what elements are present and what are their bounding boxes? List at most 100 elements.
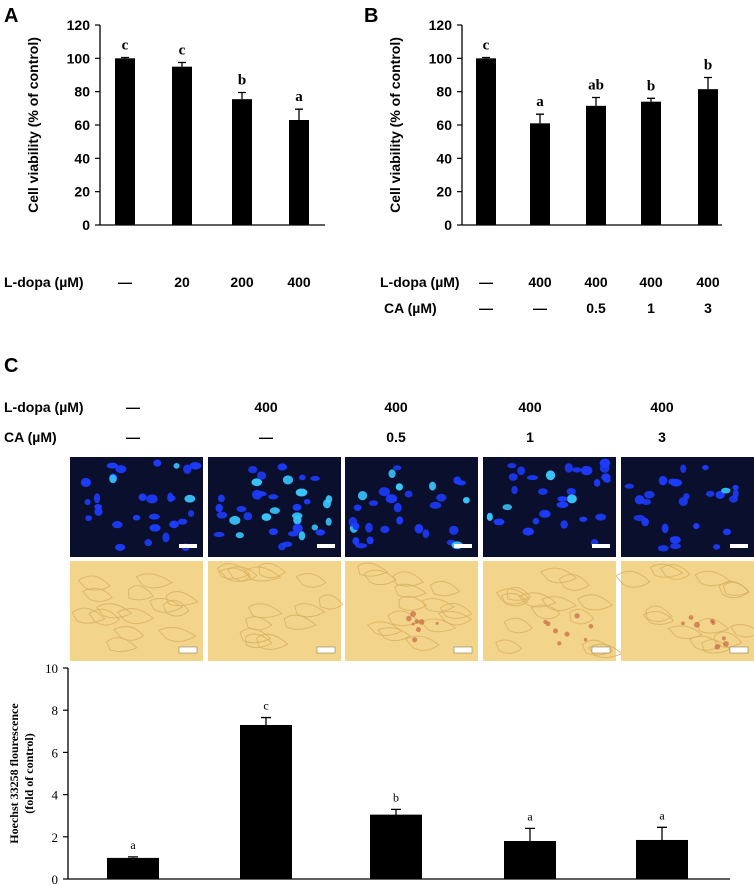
error-bar (647, 97, 655, 102)
panel-b-letter: B (364, 5, 378, 27)
b-ca-label: CA (µM) (384, 300, 437, 316)
significance-letter: c (263, 699, 268, 713)
treatment-value: — (479, 274, 493, 290)
bar (172, 66, 192, 226)
significance-letter: a (130, 838, 136, 852)
chart-a: 0 20 40 60 80 100 120 Cell viability (% of cont… (25, 17, 325, 233)
significance-letter: c (179, 43, 186, 59)
treatment-value: — (126, 399, 140, 415)
scale-bar (729, 646, 749, 654)
scale-bar (592, 544, 610, 548)
bar (641, 101, 661, 225)
c-ldopa-label: L-dopa (µM) (4, 399, 84, 415)
y-tick-label: 8 (52, 703, 59, 718)
significance-letter: c (483, 38, 490, 54)
y-tick-label: 120 (429, 17, 453, 33)
error-bar (128, 856, 138, 858)
brightfield-micrograph (345, 561, 478, 661)
scale-bar (179, 544, 197, 548)
y-tick-label: 100 (429, 50, 453, 66)
treatment-value: 400 (384, 399, 408, 415)
significance-letter: b (704, 58, 712, 74)
fluorescence-micrograph (70, 457, 203, 557)
error-bar (704, 76, 712, 90)
error-bar (536, 113, 544, 124)
bar (504, 841, 556, 879)
treatment-value: — (126, 429, 140, 445)
y-tick-label: 40 (436, 150, 452, 166)
treatment-value: 1 (647, 300, 655, 316)
bar (698, 89, 718, 226)
scale-bar (454, 544, 472, 548)
significance-letter: b (647, 78, 655, 94)
treatment-value: — (118, 274, 132, 290)
micrograph-grid (70, 457, 754, 661)
error-bar (592, 96, 600, 106)
bar (476, 58, 496, 226)
c-ldopa-row: — 400 400 400 400 (126, 399, 674, 415)
significance-letter: ab (588, 78, 604, 94)
treatment-value: 20 (174, 274, 190, 290)
treatment-value: 0.5 (386, 429, 406, 445)
bar (370, 814, 422, 879)
y-tick-label: 60 (74, 117, 90, 133)
scale-bar (316, 646, 336, 654)
y-tick-label: 0 (444, 217, 452, 233)
treatment-value: 400 (528, 274, 552, 290)
brightfield-micrograph (483, 561, 623, 661)
significance-letter: c (122, 38, 129, 54)
scale-bar (591, 646, 611, 654)
treatment-value: 200 (230, 274, 254, 290)
chart-c: 0 2 4 6 8 10 Hoechst 33258 flourescence (fold o… (7, 661, 730, 885)
treatment-value: 400 (254, 399, 278, 415)
y-tick-label: 60 (436, 117, 452, 133)
chart-b: 0 20 40 60 80 100 120 Cell viability (% of cont… (387, 17, 722, 233)
fluorescence-micrograph (345, 457, 478, 557)
brightfield-micrograph (208, 561, 344, 661)
scale-bar (178, 646, 198, 654)
y-tick-label: 20 (74, 184, 90, 200)
error-bar (121, 56, 129, 59)
bar (240, 724, 292, 879)
c-ca-label: CA (µM) (4, 429, 57, 445)
treatment-value: 400 (518, 399, 542, 415)
bar (586, 105, 606, 225)
y-tick-label: 6 (52, 745, 59, 760)
fluorescence-micrograph (483, 457, 616, 557)
panel-c-letter: C (4, 355, 18, 377)
y-tick-label: 4 (52, 788, 59, 803)
y-axis-title: Hoechst 33258 flourescence (7, 703, 21, 844)
y-tick-label: 20 (436, 184, 452, 200)
treatment-value: 0.5 (586, 300, 606, 316)
significance-letter: a (527, 809, 533, 823)
bar (530, 123, 550, 225)
scale-bar (730, 544, 748, 548)
error-bar (657, 826, 667, 840)
significance-letter: b (393, 790, 399, 804)
y-tick-label: 0 (82, 217, 90, 233)
y-tick-label: 0 (52, 872, 59, 885)
y-tick-label: 10 (45, 661, 58, 676)
error-bar (295, 108, 303, 120)
error-bar (482, 56, 490, 59)
fluorescence-micrograph (621, 457, 754, 557)
treatment-value: — (259, 429, 273, 445)
scale-bar (453, 646, 473, 654)
significance-letter: a (536, 94, 544, 110)
significance-letter: b (238, 73, 246, 89)
bar (107, 857, 159, 879)
b-ldopa-label: L-dopa (µM) (380, 274, 460, 290)
brightfield-micrograph (70, 561, 203, 661)
error-bar (178, 61, 186, 67)
y-axis-title: Cell viability (% of control) (25, 37, 41, 213)
treatment-value: 400 (696, 274, 720, 290)
treatment-value: 400 (287, 274, 311, 290)
scale-bar (317, 544, 335, 548)
y-tick-label: 100 (67, 50, 91, 66)
error-bar (238, 91, 246, 100)
bar (115, 58, 135, 226)
y-tick-label: 80 (436, 84, 452, 100)
treatment-value: 400 (639, 274, 663, 290)
y-axis-title: (fold of control) (22, 733, 36, 813)
